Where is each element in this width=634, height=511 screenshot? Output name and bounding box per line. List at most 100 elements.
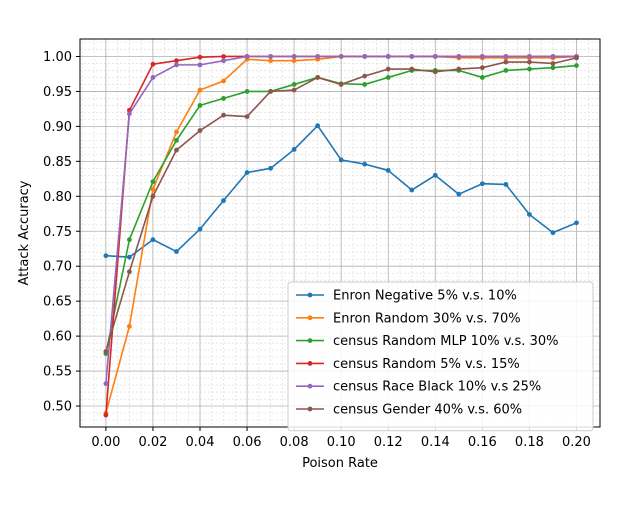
data-point <box>503 54 509 59</box>
legend-item: census Gender 40% v.s. 60% <box>296 403 522 418</box>
data-point <box>315 123 321 129</box>
data-point <box>197 128 203 133</box>
data-point <box>244 54 250 59</box>
data-point <box>291 58 297 64</box>
y-tick-label: 0.95 <box>43 85 72 100</box>
data-point <box>362 73 368 79</box>
data-point <box>409 187 415 193</box>
data-point <box>174 129 179 135</box>
data-point <box>103 381 109 387</box>
data-point <box>127 269 132 275</box>
x-tick-label: 0.04 <box>186 435 215 450</box>
data-point <box>197 103 203 108</box>
data-point <box>150 237 156 243</box>
data-point <box>385 54 391 59</box>
x-tick-label: 0.10 <box>327 435 356 450</box>
data-point <box>479 65 485 71</box>
data-point <box>174 137 179 143</box>
legend: Enron Negative 5% v.s. 10% Enron Random 3… <box>287 281 594 432</box>
data-point <box>103 253 109 259</box>
data-point <box>432 69 438 75</box>
legend-item: Enron Random 30% v.s. 70% <box>296 311 521 326</box>
y-tick-label: 0.75 <box>43 225 72 240</box>
y-tick-label: 0.55 <box>43 365 72 380</box>
data-point <box>244 89 250 94</box>
legend-swatch-marker <box>307 338 313 343</box>
x-tick-label: 0.06 <box>233 435 262 450</box>
legend-swatch-marker <box>307 315 313 321</box>
data-point <box>103 412 109 418</box>
data-point <box>432 172 438 178</box>
data-point <box>221 112 226 118</box>
legend-swatch-marker <box>307 361 313 366</box>
legend-swatch-marker <box>307 292 313 298</box>
data-point <box>315 54 321 59</box>
data-point <box>221 198 226 203</box>
data-point <box>150 61 156 67</box>
x-tick-label: 0.14 <box>421 435 450 450</box>
data-point <box>479 181 485 187</box>
data-point <box>527 66 532 72</box>
data-point <box>150 179 156 185</box>
legend-label: Enron Random 30% v.s. 70% <box>333 311 521 326</box>
data-point <box>291 82 297 87</box>
legend-swatch-marker <box>307 383 313 389</box>
x-tick-label: 0.12 <box>374 435 403 450</box>
data-point <box>221 78 226 84</box>
data-point <box>174 62 179 68</box>
data-point <box>244 114 250 119</box>
legend-label: census Random MLP 10% v.s. 30% <box>333 334 558 349</box>
data-point <box>244 170 250 175</box>
data-point <box>174 249 179 254</box>
data-point <box>362 54 368 59</box>
data-point <box>550 54 556 59</box>
data-point <box>268 58 273 64</box>
series-layer <box>103 54 579 418</box>
y-tick-label: 0.90 <box>43 120 72 135</box>
data-point <box>150 193 156 199</box>
y-tick-label: 1.00 <box>43 50 72 65</box>
y-tick-label: 0.60 <box>43 330 72 345</box>
legend-item: census Race Black 10% v.s 25% <box>296 380 541 395</box>
data-point <box>385 66 391 72</box>
series-0 <box>103 123 579 260</box>
data-point <box>550 61 556 66</box>
data-point <box>362 161 368 167</box>
data-point <box>574 220 579 226</box>
data-point <box>456 54 462 59</box>
data-point <box>291 147 297 152</box>
data-point <box>338 82 344 87</box>
x-tick-label: 0.18 <box>515 435 544 450</box>
legend-label: census Gender 40% v.s. 60% <box>333 403 522 418</box>
legend-item: census Random 5% v.s. 15% <box>296 357 520 372</box>
legend-item: Enron Negative 5% v.s. 10% <box>296 289 517 304</box>
legend-item: census Random MLP 10% v.s. 30% <box>296 334 558 349</box>
legend-label: Enron Negative 5% v.s. 10% <box>333 289 517 304</box>
data-point <box>268 89 273 94</box>
data-point <box>479 75 485 80</box>
data-point <box>221 58 226 64</box>
y-tick-label: 0.80 <box>43 190 72 205</box>
data-point <box>456 66 462 72</box>
data-point <box>527 212 532 217</box>
x-axis-label: Poison Rate <box>302 456 378 471</box>
data-point <box>150 186 156 192</box>
data-point <box>503 182 509 187</box>
data-point <box>362 82 368 87</box>
data-point <box>221 54 226 59</box>
x-tick-label: 0.20 <box>562 435 591 450</box>
data-point <box>503 59 509 65</box>
data-point <box>197 54 203 60</box>
data-point <box>174 58 179 64</box>
data-point <box>291 87 297 93</box>
y-tick-label: 0.85 <box>43 155 72 170</box>
data-point <box>527 59 532 65</box>
data-point <box>268 54 273 59</box>
data-point <box>385 168 391 173</box>
x-tick-label: 0.00 <box>91 435 120 450</box>
x-tick-label: 0.02 <box>138 435 167 450</box>
data-point <box>127 323 132 329</box>
legend-box <box>287 281 594 432</box>
data-point <box>527 54 532 59</box>
data-point <box>174 147 179 153</box>
